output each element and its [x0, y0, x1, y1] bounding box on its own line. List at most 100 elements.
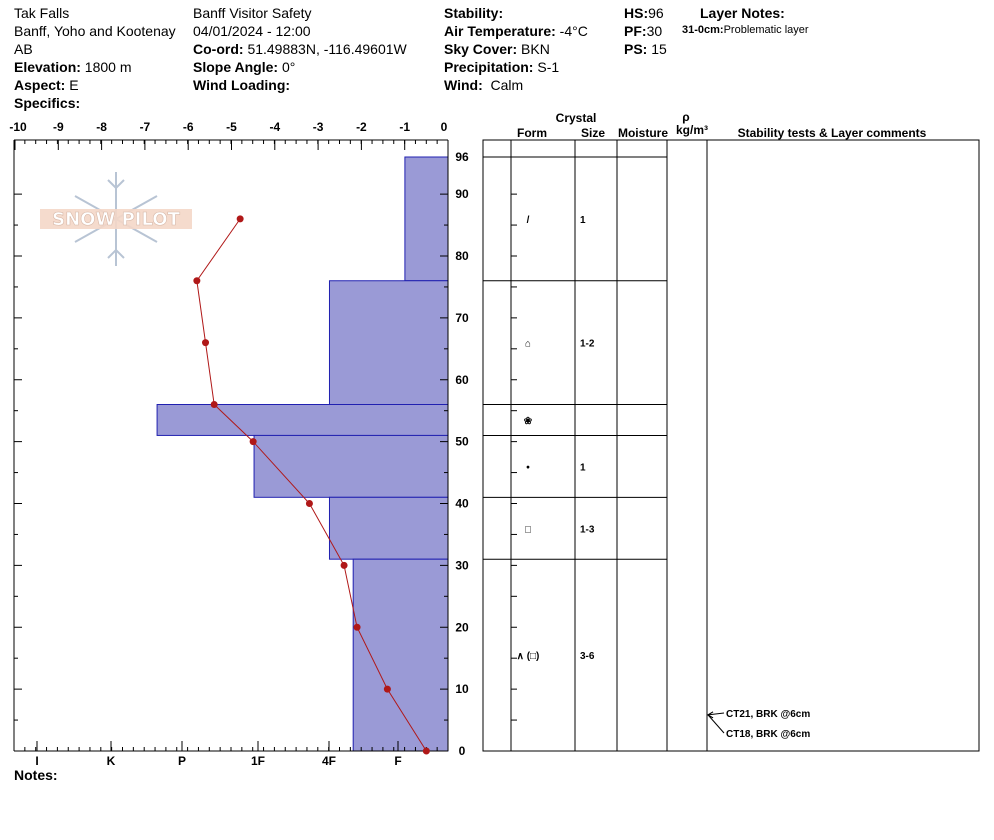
height-tick-label: 10	[455, 682, 469, 696]
temp-tick-label: -6	[183, 120, 194, 134]
hardness-bar	[404, 156, 449, 282]
stability-test-label: CT18, BRK @6cm	[726, 729, 810, 740]
temp-tick-label: -9	[53, 120, 64, 134]
hardness-bar	[328, 496, 449, 560]
wind-label: Wind:	[444, 77, 483, 93]
slope-label: Slope Angle:	[193, 59, 279, 75]
temperature-point	[422, 747, 430, 755]
hs-label: HS:	[624, 5, 649, 21]
air-temp-value: -4°C	[559, 23, 588, 39]
layer-note-range: 31-0cm:	[682, 24, 724, 36]
specifics-row: Specifics:	[14, 94, 80, 112]
precip-value: S-1	[537, 59, 560, 75]
layer-notes-row: Layer Notes:	[700, 4, 785, 22]
temp-tick-label: 0	[441, 120, 448, 134]
hs-value: 96	[648, 5, 664, 21]
hs-row: HS:96	[624, 4, 664, 22]
form-header: Form	[517, 126, 547, 140]
coord-row: Co-ord: 51.49883N, -116.49601W	[193, 40, 407, 58]
crystal-form-label: /	[527, 215, 530, 226]
wind-loading-row: Wind Loading:	[193, 76, 290, 94]
air-temp-label: Air Temperature:	[444, 23, 556, 39]
aspect-value: E	[69, 77, 79, 93]
logo-text: SNOW PILOT	[52, 209, 180, 230]
crystal-form-label: ❀	[524, 416, 533, 427]
comments-header: Stability tests & Layer comments	[738, 126, 927, 140]
hardness-tick-label: 1F	[251, 754, 265, 768]
notes-label: Notes:	[14, 767, 58, 783]
temp-tick-label: -7	[140, 120, 151, 134]
hardness-tick-label: I	[35, 754, 38, 768]
stability-test-label: CT21, BRK @6cm	[726, 709, 810, 720]
crystal-form-label: ∧ (□)	[517, 651, 540, 662]
temperature-line	[196, 218, 427, 752]
crystal-form-label: •	[526, 462, 530, 473]
coord-label: Co-ord:	[193, 41, 244, 57]
temp-tick-label: -3	[313, 120, 324, 134]
height-tick-label: 50	[455, 435, 469, 449]
temperature-point	[353, 623, 361, 631]
density-unit-header: kg/m³	[676, 123, 708, 137]
hardness-bar	[156, 404, 449, 436]
layer-note-text: Problematic layer	[723, 24, 809, 36]
crystal-size-label: 1	[580, 215, 586, 226]
elevation-row: Elevation: 1800 m	[14, 58, 132, 76]
crystal-form-label: ⌂	[525, 339, 531, 350]
height-tick-label: 90	[455, 187, 469, 201]
ps-value: 15	[651, 41, 667, 57]
elevation-value: 1800 m	[84, 59, 132, 75]
height-tick-label: 30	[455, 558, 469, 572]
temp-tick-label: -1	[399, 120, 410, 134]
precip-row: Precipitation: S-1	[444, 58, 559, 76]
precip-label: Precipitation:	[444, 59, 534, 75]
wind-value: Calm	[490, 77, 524, 93]
pf-value: 30	[646, 23, 663, 39]
temperature-point	[193, 277, 201, 285]
rho-header: ρ	[682, 110, 689, 124]
ps-row: PS: 15	[624, 40, 667, 58]
hardness-tick-label: 4F	[322, 754, 336, 768]
height-tick-label: 20	[455, 620, 469, 634]
sky-value: BKN	[521, 41, 550, 57]
mountain-range: Banff, Yoho and Kootenay	[14, 23, 176, 39]
snowpilot-logo: SNOW PILOT	[40, 172, 192, 266]
hardness-tick-label: K	[107, 754, 116, 768]
height-tick-label: 0	[459, 744, 466, 758]
crystal-size-label: 1-3	[580, 524, 595, 535]
layer-table-border	[482, 139, 980, 752]
stability-test-leader	[707, 712, 725, 716]
crystal-size-label: 3-6	[580, 651, 595, 662]
aspect-row: Aspect: E	[14, 76, 79, 94]
wind-row: Wind: Calm	[444, 76, 523, 94]
height-tick-label: 40	[455, 497, 469, 511]
size-header: Size	[581, 126, 605, 140]
temp-tick-label: -10	[9, 120, 27, 134]
coord-value: 51.49883N, -116.49601W	[247, 41, 407, 57]
temperature-point	[236, 215, 244, 223]
province: AB	[14, 41, 33, 57]
temp-tick-label: -8	[96, 120, 107, 134]
pf-label: PF:	[624, 23, 647, 39]
wind-loading-label: Wind Loading:	[193, 77, 291, 93]
crystal-form-label: □	[525, 524, 531, 535]
temperature-point	[340, 561, 348, 569]
stability-test-arrow	[707, 711, 714, 719]
elevation-label: Elevation:	[14, 59, 81, 75]
hardness-bar	[352, 558, 449, 752]
height-tick-label: 96	[455, 150, 469, 164]
temp-tick-label: -2	[356, 120, 367, 134]
hardness-bar	[328, 280, 449, 405]
height-tick-label: 70	[455, 311, 469, 325]
slope-value: 0°	[281, 59, 296, 75]
hardness-bar	[253, 434, 449, 498]
crystal-size-label: 1-2	[580, 339, 595, 350]
layer-notes-label: Layer Notes:	[700, 5, 785, 21]
height-tick-label: 80	[455, 249, 469, 263]
layer-note: 31-0cm:Problematic layer	[682, 24, 809, 36]
location: Tak Falls	[14, 5, 70, 21]
stability-row: Stability:	[444, 4, 503, 22]
temperature-point	[202, 339, 210, 347]
sky-row: Sky Cover: BKN	[444, 40, 550, 58]
stability-label: Stability:	[444, 5, 504, 21]
